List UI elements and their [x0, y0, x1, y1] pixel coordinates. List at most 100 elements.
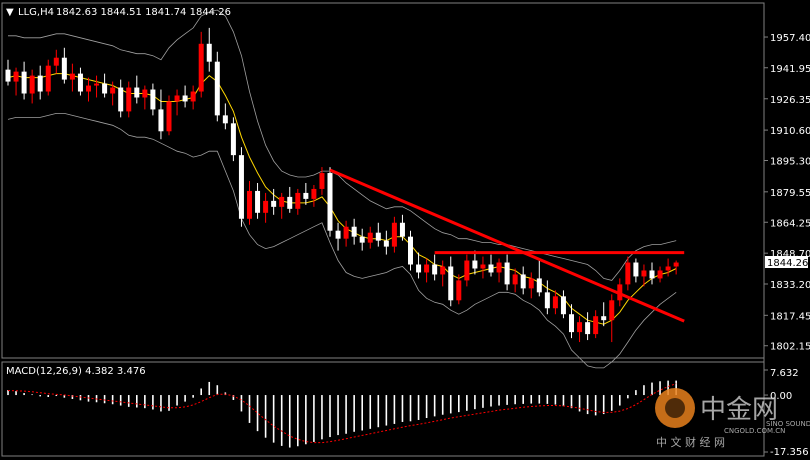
candle-body: [158, 109, 164, 132]
bollinger-lower-line: [7, 113, 677, 369]
candle-body: [552, 296, 558, 309]
macd-axis: 7.632 0.00 -17.356: [764, 368, 809, 458]
candle-body: [424, 264, 430, 273]
candle-body: [536, 278, 542, 293]
candle-body: [214, 61, 220, 116]
candle-body: [601, 316, 607, 321]
moving-average-line: [7, 73, 677, 325]
candle-body: [359, 236, 365, 243]
candle-body: [37, 75, 43, 92]
candle-body: [5, 69, 11, 82]
price-tick-label: 1879.55: [770, 188, 810, 199]
brand-english: SINO SOUND: [766, 420, 810, 428]
macd-tick-label: -17.356: [770, 447, 809, 458]
candle-body: [649, 270, 655, 279]
candle-body: [166, 101, 172, 132]
candle-body: [118, 87, 124, 112]
price-tick-label: 1926.35: [770, 95, 810, 106]
watermark: 中金网 中 文 财 经 网 CNGOLD.COM.CN SINO SOUND: [655, 388, 810, 449]
candle-body: [464, 260, 470, 281]
candle-body: [544, 292, 550, 309]
macd-readout: MACD(12,26,9) 4.382 3.476: [6, 366, 146, 377]
candle-body: [416, 264, 422, 273]
candle-body: [263, 200, 269, 213]
price-tick-label: 1864.25: [770, 218, 810, 229]
candle-body: [295, 192, 301, 209]
price-tick-label: 1817.45: [770, 311, 810, 322]
candle-body: [528, 278, 534, 289]
candle-body: [86, 85, 91, 92]
candle-body: [351, 226, 357, 237]
symbol-label: LLG,H4: [18, 7, 54, 18]
candle-body: [77, 73, 83, 92]
candle-body: [255, 190, 261, 213]
candle-body: [391, 222, 397, 247]
candle-body: [45, 65, 51, 92]
candle-body: [21, 71, 27, 94]
candle-body: [375, 232, 381, 241]
candle-body: [303, 192, 309, 199]
candlesticks: [5, 27, 679, 343]
candle-body: [319, 173, 325, 189]
candle-body: [665, 266, 671, 271]
candle-body: [585, 322, 591, 335]
candle-body: [399, 222, 405, 237]
candle-body: [367, 232, 373, 243]
candle-body: [480, 264, 486, 269]
brand-name: 中金网: [700, 395, 778, 425]
candle-body: [247, 190, 252, 219]
price-tick-label: 1802.15: [770, 342, 810, 353]
candle-body: [311, 188, 317, 199]
candle-body: [13, 71, 19, 82]
candle-body: [456, 280, 462, 301]
candle-body: [488, 264, 494, 273]
candle-body: [222, 115, 228, 124]
candle-body: [279, 196, 285, 207]
candle-body: [327, 173, 333, 231]
macd-signal-line: [7, 383, 677, 444]
descending-trendline: [329, 168, 685, 323]
candle-body: [520, 274, 526, 289]
candle-body: [61, 57, 67, 80]
price-tick-label: 1833.20: [770, 280, 810, 291]
candle-body: [271, 200, 277, 207]
candle-body: [238, 155, 244, 219]
macd-tick-label: 0.00: [770, 391, 792, 402]
candle-body: [440, 266, 446, 275]
candle-body: [287, 196, 293, 209]
candle-body: [408, 236, 413, 265]
candle-body: [126, 87, 132, 112]
candle-body: [150, 89, 156, 110]
candle-body: [673, 262, 679, 267]
candle-body: [641, 270, 647, 277]
candle-body: [206, 43, 212, 62]
candle-body: [142, 89, 148, 98]
candle-body: [633, 262, 639, 277]
candle-body: [504, 262, 510, 285]
macd-histogram: [7, 380, 677, 448]
candle-body: [657, 270, 663, 279]
candle-body: [593, 316, 599, 335]
candle-body: [69, 73, 75, 80]
candle-body: [383, 240, 389, 247]
symbol-dropdown-icon[interactable]: ▼: [6, 7, 14, 18]
ohlc-readout: 1842.63 1844.51 1841.74 1844.26: [56, 7, 231, 18]
candle-body: [182, 95, 188, 102]
candle-body: [94, 83, 100, 86]
price-tick-label: 1895.30: [770, 157, 810, 168]
candle-body: [472, 260, 478, 269]
candle-body: [577, 322, 583, 333]
candle-body: [448, 266, 454, 301]
current-price-marker: [765, 256, 808, 269]
price-tick-label: 1957.40: [770, 33, 810, 44]
candle-body: [102, 83, 108, 94]
candle-body: [609, 300, 615, 321]
candle-body: [29, 75, 35, 94]
candle-body: [53, 57, 59, 66]
trendlines: [329, 168, 685, 323]
brand-subtitle: 中 文 财 经 网: [656, 435, 725, 449]
price-tick-label: 1941.95: [770, 64, 810, 75]
candle-body: [512, 274, 518, 285]
brand-domain: CNGOLD.COM.CN: [724, 427, 785, 435]
